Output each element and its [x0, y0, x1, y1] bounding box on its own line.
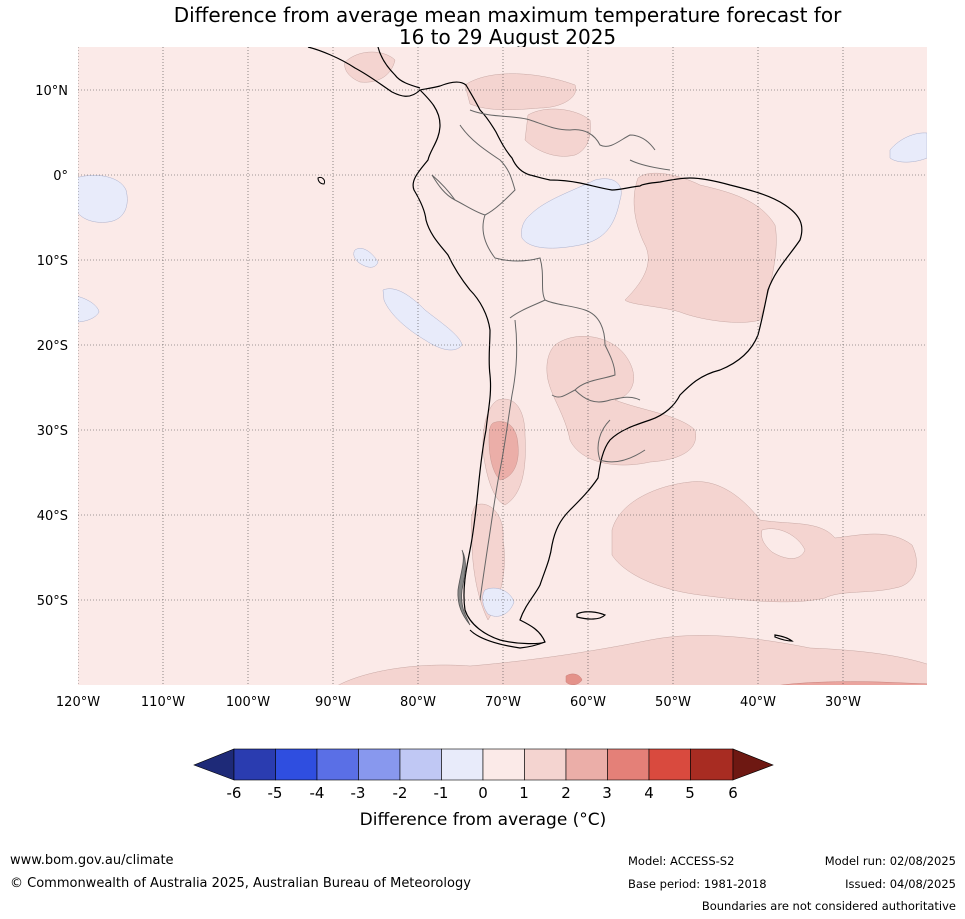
lat-label: 10°N [35, 84, 68, 99]
warm-patch-brazil [624, 172, 777, 323]
colorbar-tick-label: 1 [519, 784, 529, 802]
colorbar-bin [690, 748, 734, 781]
border-chile-argentina [479, 319, 518, 601]
colorbar [193, 748, 774, 781]
colorbar-tick-label: 6 [728, 784, 738, 802]
colorbar-extend-high [732, 748, 774, 781]
country-borders [431, 109, 671, 601]
chart-title: Difference from average mean maximum tem… [0, 4, 965, 48]
warm-strip-south [780, 681, 927, 685]
border-ecuador [431, 174, 456, 201]
lon-labels: 120°W 110°W 100°W 90°W 80°W 70°W 60°W 50… [56, 695, 861, 710]
cool-patch-equator-east [889, 132, 927, 163]
lat-labels: 10°N 0° 10°S 20°S 30°S 40°S 50°S [35, 84, 68, 609]
colorbar-bin [648, 748, 691, 781]
lon-label: 120°W [56, 695, 100, 710]
border-uruguay [597, 419, 646, 463]
warm-patch-north [524, 108, 591, 157]
lat-label: 20°S [37, 339, 68, 354]
falkland-islands [576, 611, 607, 620]
colorbar-tick-label: -4 [309, 784, 325, 802]
colorbar-bin [358, 748, 401, 781]
footer-url: www.bom.gov.au/climate [10, 853, 174, 868]
colorbar-bin [233, 748, 276, 781]
lat-label: 0° [53, 169, 68, 184]
galapagos-islands [317, 177, 325, 185]
footer-disclaimer: Boundaries are not considered authoritat… [701, 899, 956, 913]
footer-base-period: Base period: 1981-2018 [628, 877, 767, 891]
lon-label: 80°W [400, 695, 436, 710]
map-plot-area [78, 47, 927, 685]
colorbar-bin [607, 748, 650, 781]
border-peru [482, 214, 546, 319]
lon-label: 70°W [485, 695, 521, 710]
colorbar-tick-label: -1 [433, 784, 449, 802]
cool-patch-pacific-small [353, 248, 379, 268]
coastline-tierra-del-fuego [469, 629, 546, 649]
warm-patch-paraguay [546, 336, 697, 466]
colorbar-bin [316, 748, 359, 781]
lon-label: 40°W [740, 695, 776, 710]
south-georgia [774, 634, 794, 642]
footer-model-run: Model run: 02/08/2025 [824, 854, 956, 868]
lon-label: 30°W [825, 695, 861, 710]
colorbar-extend-low [193, 748, 235, 781]
warm-hole-atlantic [761, 528, 806, 559]
footer-copyright: © Commonwealth of Australia 2025, Austra… [10, 876, 471, 891]
colorbar-tick-label: 2 [561, 784, 571, 802]
lat-label: 10°S [37, 254, 68, 269]
colorbar-tick-label: 3 [602, 784, 612, 802]
cool-patch-pacific-west [78, 175, 128, 223]
cool-patch-pacific-south [382, 288, 463, 351]
colorbar-bin [399, 748, 442, 781]
coastline-south-america [412, 81, 803, 645]
lon-label: 110°W [141, 695, 185, 710]
colorbar-bin [441, 748, 484, 781]
colorbar-tick-label: -2 [392, 784, 408, 802]
border-paraguay [574, 389, 641, 403]
lat-label: 30°S [37, 424, 68, 439]
colorbar-tick-label: -6 [226, 784, 242, 802]
title-line-2: 16 to 29 August 2025 [398, 25, 617, 49]
lon-label: 50°W [655, 695, 691, 710]
cool-patch-pacific-edge [78, 296, 100, 323]
colorbar-bin [565, 748, 608, 781]
colorbar-bin [482, 748, 525, 781]
border-bolivia [544, 299, 616, 398]
lon-label: 100°W [226, 695, 270, 710]
colorbar-bin [275, 748, 318, 781]
colorbar-tick-label: 0 [478, 784, 488, 802]
chile-archipelago [457, 549, 471, 626]
colorbar-bin [524, 748, 567, 781]
border-colombia [431, 124, 516, 216]
border-guianas [629, 159, 671, 171]
warm-patch-caribbean [464, 73, 576, 111]
lat-label: 40°S [37, 509, 68, 524]
colorbar-title: Difference from average (°C) [359, 810, 607, 830]
border-venezuela [469, 109, 656, 151]
colorbar-tick-label: -5 [267, 784, 283, 802]
footer-model: Model: ACCESS-S2 [628, 854, 735, 868]
colorbar-tick-label: -3 [350, 784, 366, 802]
coastline-central-america-north [377, 47, 421, 89]
gridlines [78, 47, 927, 685]
warm-patch-south [338, 635, 927, 685]
title-line-1: Difference from average mean maximum tem… [173, 3, 842, 27]
footer-issued: Issued: 04/08/2025 [845, 877, 956, 891]
colorbar-tick-label: 4 [644, 784, 654, 802]
lon-label: 60°W [570, 695, 606, 710]
coastline-central-america [307, 47, 421, 97]
colorbar-tick-label: 5 [685, 784, 695, 802]
warm-spot-southern [565, 673, 583, 685]
lon-label: 90°W [315, 695, 351, 710]
lat-label: 50°S [37, 594, 68, 609]
